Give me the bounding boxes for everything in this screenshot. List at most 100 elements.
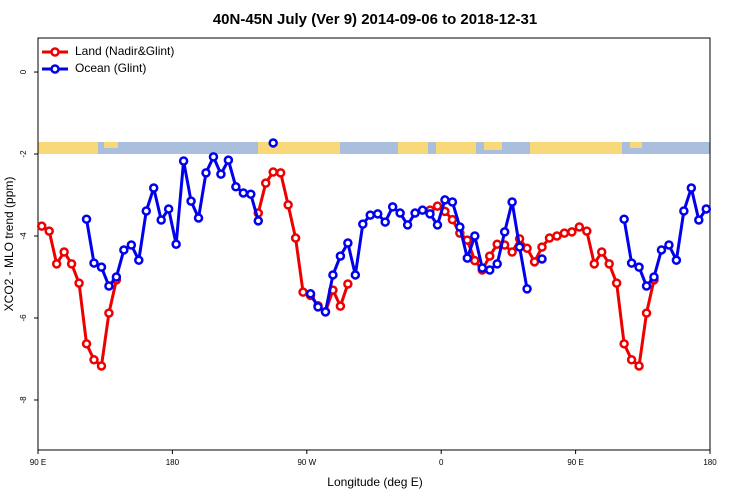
data-point <box>96 262 107 272</box>
data-point <box>268 167 278 177</box>
data-point <box>156 215 166 225</box>
data-point <box>619 214 629 224</box>
data-point <box>656 245 667 255</box>
x-tick-label: 90 E <box>30 458 46 467</box>
legend-label: Land (Nadir&Glint) <box>75 44 174 58</box>
data-point <box>537 254 547 264</box>
data-point <box>417 205 428 215</box>
data-point <box>641 308 652 318</box>
data-point <box>223 155 234 165</box>
y-tick-label: 0 <box>19 69 28 74</box>
data-point <box>544 233 555 243</box>
data-point <box>522 243 532 254</box>
data-point <box>701 204 712 214</box>
data-point <box>589 259 600 269</box>
data-point <box>619 339 629 349</box>
data-point <box>559 228 570 238</box>
data-point <box>664 240 674 250</box>
data-point <box>626 258 637 268</box>
series-line <box>40 170 656 368</box>
data-point <box>477 263 488 273</box>
data-point <box>350 270 361 280</box>
data-point <box>119 245 129 255</box>
data-point <box>582 226 592 236</box>
data-point <box>290 233 301 243</box>
x-tick-label: 180 <box>166 458 180 467</box>
data-point <box>447 214 458 225</box>
data-point <box>328 270 338 280</box>
data-point <box>148 183 159 193</box>
data-point <box>171 239 181 249</box>
data-point <box>507 247 517 257</box>
land-mask-strip <box>38 142 710 154</box>
data-point <box>484 265 495 275</box>
data-point <box>81 214 92 224</box>
data-point <box>96 361 107 371</box>
data-point <box>246 189 256 199</box>
data-point <box>268 138 278 148</box>
data-point <box>141 206 152 216</box>
data-point <box>529 257 540 267</box>
data-point <box>395 208 405 218</box>
data-point <box>596 247 607 257</box>
data-point <box>492 259 502 269</box>
legend-marker <box>50 47 60 57</box>
data-point <box>492 239 502 249</box>
data-point <box>462 253 473 263</box>
data-point <box>694 215 704 225</box>
data-point <box>104 308 114 318</box>
data-point <box>305 289 316 299</box>
data-point <box>126 240 137 250</box>
data-point <box>470 255 480 266</box>
data-point <box>537 242 547 252</box>
data-point <box>567 227 577 237</box>
chart-title: 40N-45N July (Ver 9) 2014-09-06 to 2018-… <box>213 11 537 28</box>
data-point <box>611 278 622 288</box>
data-point <box>574 222 585 232</box>
data-point <box>380 217 390 227</box>
data-point <box>335 301 346 311</box>
data-point <box>641 281 652 291</box>
data-point <box>343 279 353 289</box>
data-point <box>104 281 114 291</box>
legend-label: Ocean (Glint) <box>75 61 146 75</box>
series-line <box>85 155 708 314</box>
data-point <box>163 204 174 214</box>
data-point <box>313 302 323 312</box>
data-point <box>201 168 211 178</box>
data-point <box>499 227 510 237</box>
data-point <box>253 216 264 226</box>
data-point <box>484 251 495 261</box>
y-tick-label: -4 <box>19 232 28 240</box>
data-point <box>365 210 376 220</box>
data-point <box>686 183 697 193</box>
data-point <box>208 152 219 162</box>
y-tick-label: -8 <box>19 396 28 404</box>
data-point <box>372 209 383 219</box>
data-point <box>298 287 308 297</box>
data-point <box>679 206 689 216</box>
data-point <box>626 355 637 365</box>
data-point <box>358 219 368 229</box>
x-tick-label: 180 <box>703 458 717 467</box>
legend: Land (Nadir&Glint) Ocean (Glint) <box>42 44 174 75</box>
data-point <box>671 255 682 265</box>
data-point <box>335 251 346 261</box>
data-point <box>425 209 435 219</box>
data-point <box>178 156 189 166</box>
data-point <box>44 226 54 236</box>
y-axis-label: XCO2 - MLO trend (ppm) <box>2 177 16 312</box>
y-tick-label: -6 <box>19 314 28 322</box>
data-point <box>275 168 286 178</box>
data-point <box>552 231 562 241</box>
data-point <box>231 182 241 192</box>
data-point <box>470 231 480 241</box>
data-point <box>81 339 92 349</box>
data-point <box>89 258 99 268</box>
data-point <box>455 222 465 232</box>
data-point <box>514 242 525 252</box>
data-point <box>343 238 353 248</box>
legend-marker <box>50 64 60 74</box>
data-point <box>283 200 293 210</box>
data-point <box>320 307 331 317</box>
